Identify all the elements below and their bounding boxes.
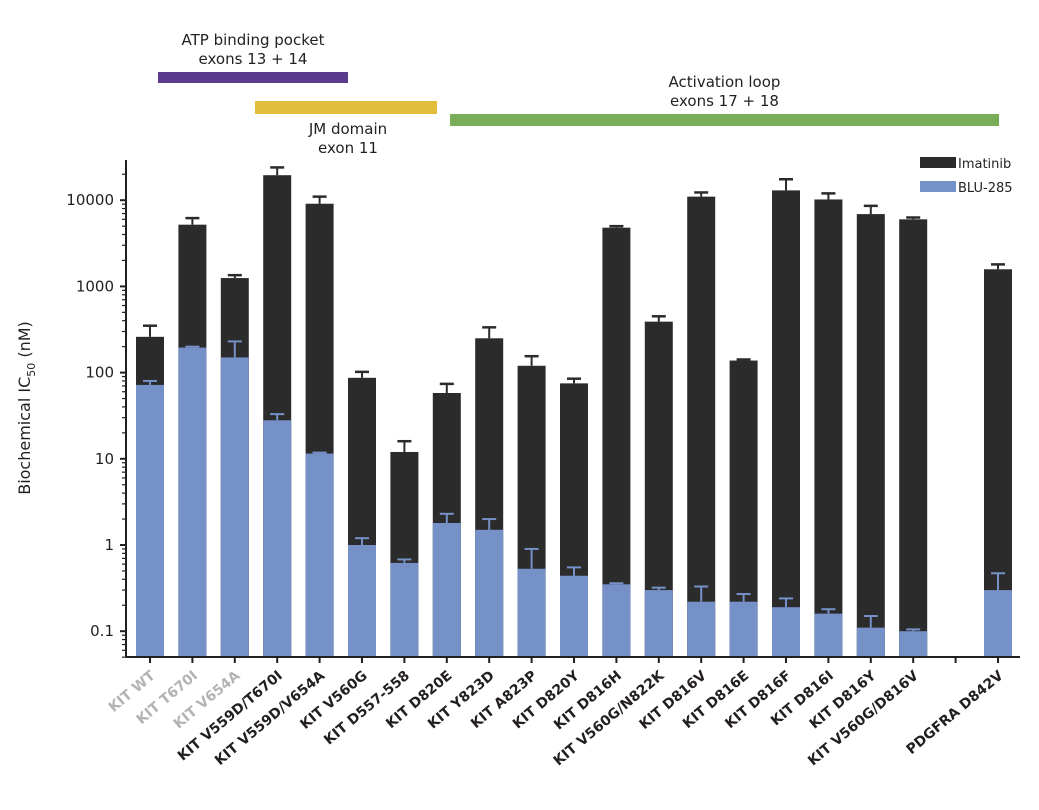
y-tick-label: 1000 xyxy=(76,277,114,295)
bars-group xyxy=(136,166,1012,658)
bar-blu-285 xyxy=(602,584,631,657)
legend-swatch-blu-285 xyxy=(920,181,956,192)
bar-blu-285 xyxy=(687,601,716,657)
bar-imatinib xyxy=(899,219,928,657)
legend-label: Imatinib xyxy=(958,157,1011,172)
region-label-jm: JM domain xyxy=(308,120,387,138)
y-axis-label: Biochemical IC50 (nM) xyxy=(15,321,38,495)
region-bar-jm xyxy=(255,101,437,114)
bar-blu-285 xyxy=(899,631,928,657)
bar-imatinib xyxy=(687,196,716,657)
bar-blu-285 xyxy=(475,529,504,657)
bar-blu-285 xyxy=(305,453,334,657)
bar-blu-285 xyxy=(856,627,885,657)
bar-blu-285 xyxy=(348,545,376,657)
bar-blu-285 xyxy=(772,607,800,657)
y-tick-label: 0.1 xyxy=(90,622,114,640)
bar-blu-285 xyxy=(560,575,588,657)
y-tick-label: 10000 xyxy=(66,191,114,209)
y-tick-label: 10 xyxy=(95,450,114,468)
y-axis-label-main: Biochemical IC xyxy=(15,377,34,495)
bar-imatinib xyxy=(856,214,885,658)
bar-blu-285 xyxy=(178,347,207,657)
bar-blu-285 xyxy=(432,522,461,657)
bar-blu-285 xyxy=(263,420,292,657)
bar-blu-285 xyxy=(390,562,419,657)
bar-blu-285 xyxy=(729,601,758,657)
bar-blu-285 xyxy=(644,590,673,657)
y-tick-label: 100 xyxy=(85,364,114,382)
bar-imatinib xyxy=(814,199,843,657)
y-tick-label: 1 xyxy=(104,536,114,554)
bar-blu-285 xyxy=(220,357,249,657)
region-label-al: Activation loop xyxy=(669,73,781,91)
y-axis-label-unit: (nM) xyxy=(15,321,34,363)
region-bar-atp xyxy=(158,72,348,83)
legend: Imatinib BLU-285 xyxy=(920,157,1013,196)
bar-blu-285 xyxy=(517,568,546,657)
legend-swatch-imatinib xyxy=(920,157,956,168)
bar-blu-285 xyxy=(984,590,1012,657)
bar-imatinib xyxy=(772,190,800,657)
region-label-jm: exon 11 xyxy=(318,139,378,157)
region-label-atp: ATP binding pocket xyxy=(182,31,325,49)
bar-blu-285 xyxy=(136,384,164,657)
region-label-al: exons 17 + 18 xyxy=(670,92,779,110)
legend-label: BLU-285 xyxy=(958,181,1013,196)
y-axis-label-sub: 50 xyxy=(25,363,38,377)
bar-blu-285 xyxy=(814,613,843,657)
region-label-atp: exons 13 + 14 xyxy=(199,50,308,68)
region-bar-al xyxy=(450,114,999,126)
